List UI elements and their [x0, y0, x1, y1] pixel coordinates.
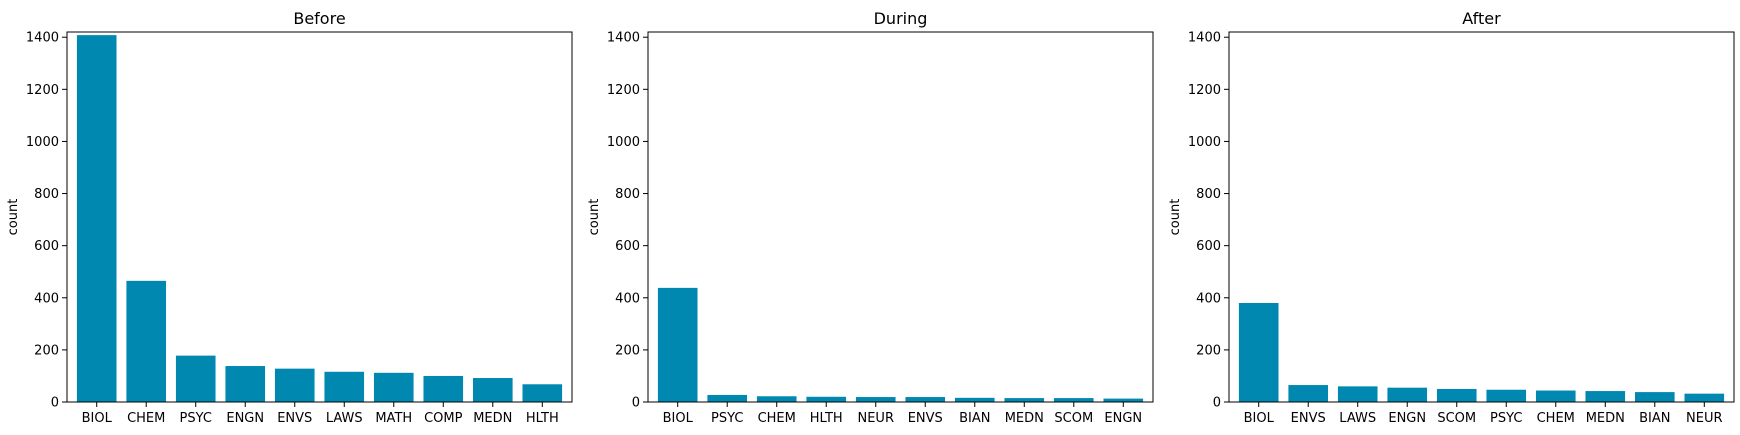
x-tick-label: BIAN [1639, 411, 1670, 426]
x-tick-label: HLTH [526, 411, 559, 426]
bar-envs [1288, 385, 1329, 402]
y-tick-label: 800 [34, 187, 59, 202]
y-tick-label: 1000 [26, 135, 59, 150]
y-tick-label: 1200 [1188, 83, 1221, 98]
bar-psyc [707, 394, 748, 402]
bar-hlth [522, 384, 563, 402]
y-tick-label: 800 [1196, 187, 1221, 202]
y-tick-label: 0 [51, 396, 59, 411]
bar-biol [1238, 302, 1279, 402]
y-tick-label: 600 [34, 239, 59, 254]
y-tick-label: 1400 [607, 31, 640, 46]
bar-math [373, 372, 414, 402]
bar-chem [126, 280, 167, 402]
y-tick-label: 1200 [26, 83, 59, 98]
x-tick-label: ENGN [1104, 411, 1142, 426]
x-tick-label: ENVS [277, 411, 312, 426]
y-tick-label: 200 [1196, 343, 1221, 358]
bar-comp [423, 375, 464, 402]
x-tick-label: MEDN [1005, 411, 1044, 426]
y-tick-label: 400 [615, 291, 640, 306]
x-tick-label: SCOM [1054, 411, 1093, 426]
y-tick-label: 0 [1213, 396, 1221, 411]
bar-bian [1634, 392, 1675, 402]
y-tick-label: 800 [615, 187, 640, 202]
x-tick-label: MATH [375, 411, 412, 426]
y-tick-label: 1400 [1188, 31, 1221, 46]
plot-frame [647, 31, 1154, 403]
bar-engn [1103, 398, 1144, 402]
x-tick-label: MEDN [1586, 411, 1625, 426]
x-tick-label: BIOL [82, 411, 113, 426]
y-tick-label: 600 [1196, 239, 1221, 254]
plot-frame [1228, 31, 1735, 403]
bar-biol [76, 35, 117, 402]
y-tick-label: 400 [1196, 291, 1221, 306]
bar-neur [855, 397, 896, 402]
bar-biol [657, 287, 698, 402]
bar-psyc [1486, 389, 1527, 402]
y-axis-label: count [6, 199, 21, 236]
y-tick-label: 1000 [1188, 135, 1221, 150]
x-tick-label: ENVS [908, 411, 943, 426]
bar-engn [1387, 387, 1428, 402]
bar-medn [1004, 398, 1045, 402]
x-tick-label: PSYC [180, 411, 212, 426]
y-tick-label: 600 [615, 239, 640, 254]
chart-panel-before: 0 200 400 600 800 1000 1200 1400 BIOL CHEM PSYC ENG… [6, 9, 573, 426]
bar-hlth [806, 396, 847, 402]
x-tick-label: PSYC [1490, 411, 1522, 426]
bar-psyc [175, 355, 216, 402]
x-tick-label: SCOM [1437, 411, 1476, 426]
y-tick-label: 1000 [607, 135, 640, 150]
bar-medn [472, 378, 513, 402]
chart-title: Before [293, 9, 345, 28]
x-tick-label: CHEM [127, 411, 165, 426]
x-tick-label: HLTH [810, 411, 843, 426]
y-tick-label: 200 [615, 343, 640, 358]
x-tick-label: PSYC [711, 411, 743, 426]
bar-bian [954, 397, 995, 402]
bar-engn [225, 366, 266, 402]
y-tick-label: 400 [34, 291, 59, 306]
bar-scom [1053, 398, 1094, 402]
x-tick-label: LAWS [326, 411, 363, 426]
x-tick-label: ENGN [226, 411, 264, 426]
bar-neur [1684, 393, 1725, 402]
chart-title: During [874, 9, 928, 28]
x-tick-label: BIOL [663, 411, 694, 426]
x-tick-label: BIOL [1244, 411, 1275, 426]
y-tick-label: 1200 [607, 83, 640, 98]
chart-panel-after: 0 200 400 600 800 1000 1200 1400 BIOL ENVS LAWS ENG… [1168, 9, 1735, 426]
y-tick-label: 1400 [26, 31, 59, 46]
x-tick-label: NEUR [857, 411, 894, 426]
bar-envs [905, 397, 946, 402]
x-tick-label: LAWS [1339, 411, 1376, 426]
x-tick-label: ENVS [1291, 411, 1326, 426]
bar-laws [1337, 386, 1378, 402]
bar-medn [1585, 391, 1626, 402]
y-axis-label: count [587, 199, 602, 236]
x-tick-label: CHEM [758, 411, 796, 426]
x-tick-label: COMP [424, 411, 463, 426]
bar-chem [756, 396, 797, 402]
y-tick-label: 0 [632, 396, 640, 411]
x-tick-label: ENGN [1388, 411, 1426, 426]
y-tick-label: 200 [34, 343, 59, 358]
chart-title: After [1462, 9, 1501, 28]
x-tick-label: MEDN [473, 411, 512, 426]
chart-panel-during: 0 200 400 600 800 1000 1200 1400 BIOL PSYC CHEM HLT… [587, 9, 1154, 426]
x-tick-label: NEUR [1686, 411, 1723, 426]
bar-envs [274, 368, 315, 402]
y-axis-label: count [1168, 199, 1183, 236]
bar-chem [1535, 390, 1576, 402]
bar-scom [1436, 388, 1477, 402]
plot-frame [66, 31, 573, 403]
bar-laws [324, 371, 365, 402]
x-tick-label: BIAN [959, 411, 990, 426]
x-tick-label: CHEM [1537, 411, 1575, 426]
